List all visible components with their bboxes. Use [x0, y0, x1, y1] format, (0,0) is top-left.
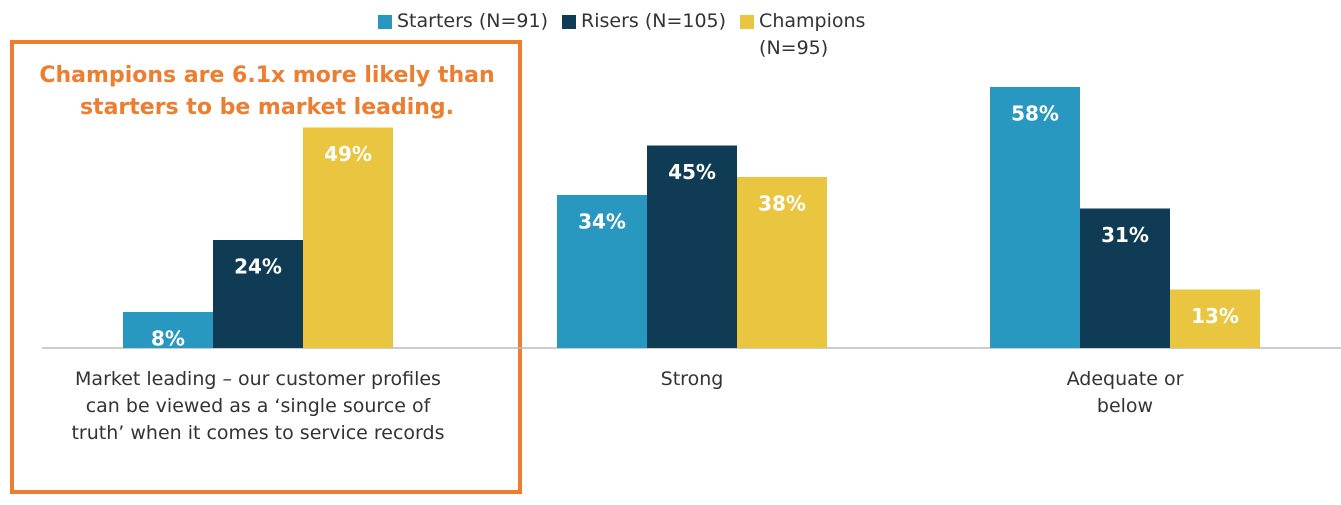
bar [990, 87, 1080, 348]
legend-label: Champions (N=95) [759, 10, 866, 59]
x-tick-label: Strong [660, 368, 724, 390]
data-label: 49% [324, 142, 372, 166]
data-label: 31% [1101, 223, 1149, 247]
legend-item: Starters (N=91) [378, 8, 548, 35]
legend-label: Starters (N=91) [397, 10, 548, 32]
bar [1170, 289, 1260, 348]
data-label: 24% [234, 255, 282, 279]
highlight-box [10, 40, 522, 494]
legend-swatch [740, 15, 755, 29]
legend: Starters (N=91) Risers (N=105) Champions (… [378, 8, 873, 62]
data-label: 13% [1191, 304, 1239, 328]
legend-label: Risers (N=105) [581, 10, 727, 32]
bar [647, 145, 737, 348]
x-tick-label: Market leading – our customer profiles c… [71, 368, 445, 444]
bar [213, 240, 303, 348]
bar [123, 312, 213, 348]
data-label: 8% [151, 327, 185, 351]
bar [737, 177, 827, 348]
legend-swatch [378, 15, 392, 29]
legend-swatch [562, 15, 576, 29]
x-tick-label: Adequate or below [1066, 368, 1184, 417]
legend-item: Champions (N=95) [740, 8, 866, 62]
bar [557, 195, 647, 348]
data-label: 58% [1011, 102, 1059, 126]
bar [303, 127, 393, 348]
data-label: 45% [668, 160, 716, 184]
bar [1080, 208, 1170, 348]
legend-item: Risers (N=105) [562, 8, 726, 35]
data-label: 34% [578, 210, 626, 234]
annotation: Champions are 6.1x more likely than star… [39, 63, 495, 120]
data-label: 38% [758, 192, 806, 216]
